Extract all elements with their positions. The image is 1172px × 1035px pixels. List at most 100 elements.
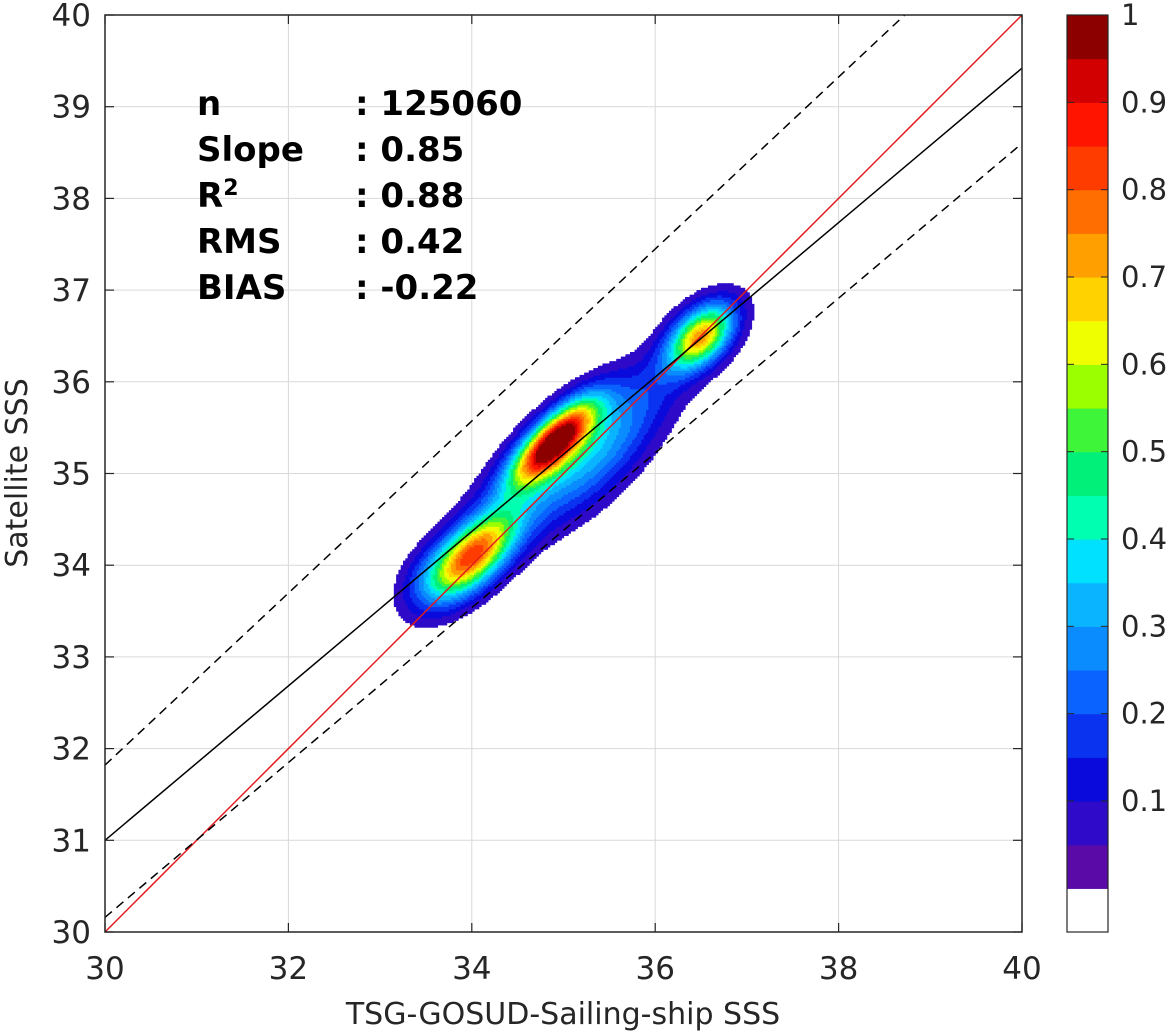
density-cell: [522, 427, 526, 431]
density-cell: [579, 432, 583, 436]
density-cell: [506, 578, 510, 582]
density-cell: [570, 466, 574, 470]
density-cell: [563, 523, 567, 527]
density-cell: [492, 459, 496, 463]
density-cell: [595, 473, 599, 477]
density-cell: [533, 418, 537, 422]
density-cell: [591, 455, 594, 459]
density-cell: [503, 503, 507, 507]
density-cell: [499, 517, 503, 520]
density-cell: [483, 537, 487, 541]
density-cell: [428, 530, 432, 534]
density-cell: [517, 569, 521, 573]
density-cell: [547, 416, 551, 420]
density-cell: [547, 510, 551, 514]
density-cell: [554, 390, 558, 394]
density-cell: [425, 558, 429, 562]
density-cell: [554, 530, 558, 534]
density-cell: [476, 526, 480, 530]
density-cell: [519, 441, 523, 445]
density-cell: [570, 487, 574, 491]
density-cell: [412, 588, 416, 592]
density-cell: [483, 528, 487, 532]
density-cell: [494, 583, 498, 587]
density-cell: [540, 413, 544, 417]
density-cell: [519, 510, 523, 514]
density-cell: [586, 478, 590, 481]
density-cell: [556, 393, 560, 397]
density-cell: [469, 501, 473, 504]
density-cell: [510, 512, 514, 516]
density-cell: [574, 420, 578, 424]
density-cell: [586, 372, 590, 376]
density-cell: [435, 556, 439, 559]
density-cell: [490, 588, 494, 592]
density-cell: [568, 441, 571, 445]
density-cell: [535, 501, 539, 504]
density-cell: [531, 546, 535, 550]
density-cell: [471, 546, 475, 550]
density-cell: [552, 491, 555, 495]
density-cell: [425, 622, 429, 626]
density-cell: [416, 611, 420, 614]
density-cell: [425, 565, 429, 569]
density-cell: [524, 544, 528, 548]
density-cell: [432, 539, 436, 543]
density-cell: [540, 521, 544, 525]
density-cell: [503, 558, 507, 562]
density-cell: [565, 459, 569, 463]
density-cell: [494, 533, 498, 536]
density-cell: [595, 368, 599, 371]
density-cell: [478, 574, 482, 578]
density-cell: [419, 578, 422, 582]
density-cell: [595, 436, 599, 440]
density-cell: [565, 471, 569, 475]
density-cell: [510, 526, 514, 530]
density-cell: [497, 569, 500, 573]
density-cell: [494, 496, 498, 500]
density-cell: [497, 588, 500, 592]
density-cell: [554, 409, 558, 413]
density-cell: [409, 551, 413, 555]
density-cell: [554, 420, 558, 424]
density-cell: [565, 533, 569, 536]
density-cell: [494, 574, 498, 578]
density-cell: [554, 521, 558, 525]
density-cell: [464, 560, 468, 564]
density-cell: [577, 404, 581, 408]
density-cell: [501, 569, 505, 573]
density-cell: [487, 578, 491, 582]
density-cell: [499, 526, 503, 530]
density-cell: [423, 597, 427, 601]
density-cell: [508, 443, 512, 447]
density-cell: [549, 459, 553, 463]
density-cell: [542, 411, 546, 415]
density-cell: [552, 517, 555, 520]
density-cell: [441, 549, 445, 553]
density-cell: [451, 611, 455, 614]
density-cell: [432, 585, 436, 589]
density-cell: [570, 425, 574, 429]
density-cell: [593, 494, 597, 498]
density-cell: [416, 562, 420, 566]
density-cell: [517, 523, 521, 527]
density-cell: [506, 468, 510, 472]
density-cell: [451, 560, 455, 564]
density-cell: [474, 489, 477, 493]
density-cell: [552, 459, 555, 463]
density-cell: [425, 606, 429, 610]
density-cell: [396, 599, 400, 603]
density-cell: [478, 491, 482, 495]
density-cell: [588, 409, 592, 413]
density-cell: [428, 608, 432, 612]
density-cell: [579, 452, 583, 456]
density-cell: [588, 388, 592, 392]
density-cell: [558, 423, 562, 426]
density-cell: [446, 597, 450, 601]
density-cell: [478, 498, 482, 502]
density-cell: [497, 542, 500, 546]
density-cell: [490, 491, 494, 495]
density-cell: [439, 576, 443, 580]
density-cell: [508, 528, 512, 532]
density-cell: [586, 411, 590, 415]
